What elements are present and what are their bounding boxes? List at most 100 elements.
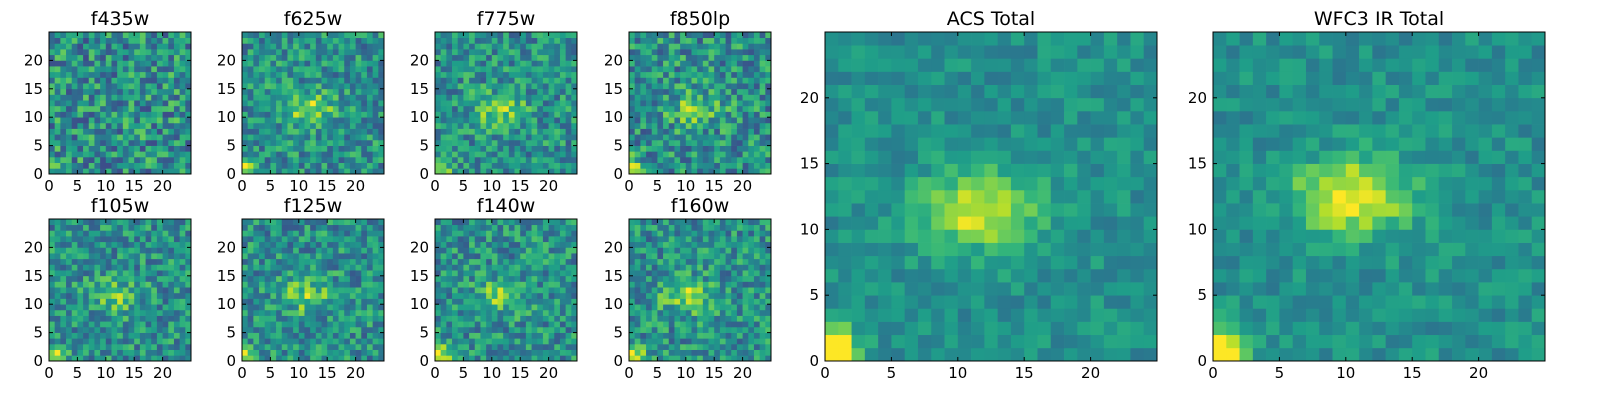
- heatmap-cell: [725, 326, 732, 333]
- heatmap-cell: [491, 326, 498, 333]
- heatmap-cell: [463, 49, 470, 56]
- heatmap-cell: [156, 43, 163, 50]
- heatmap-cell: [640, 32, 647, 39]
- heatmap-cell: [725, 60, 732, 67]
- heatmap-cell: [151, 281, 158, 288]
- heatmap-cell: [372, 139, 379, 146]
- heatmap-cell: [332, 253, 339, 260]
- heatmap-cell: [77, 60, 84, 67]
- heatmap-cell: [491, 66, 498, 73]
- heatmap-cell: [60, 60, 67, 67]
- heatmap-cell: [128, 134, 135, 141]
- heatmap-cell: [440, 338, 447, 345]
- heatmap-cell: [77, 128, 84, 135]
- heatmap-cell: [361, 281, 368, 288]
- heatmap-cell: [514, 134, 521, 141]
- heatmap-cell: [66, 122, 73, 129]
- heatmap-cell: [702, 292, 709, 299]
- heatmap-cell: [117, 168, 124, 175]
- heatmap-cell: [759, 105, 766, 112]
- heatmap-cell: [49, 343, 56, 350]
- heatmap-cell: [525, 156, 532, 163]
- heatmap-cell: [100, 111, 107, 118]
- heatmap-cell: [457, 258, 464, 265]
- heatmap-cell: [327, 219, 334, 226]
- heatmap-cell: [168, 105, 175, 112]
- heatmap-cell: [349, 60, 356, 67]
- heatmap-cell: [304, 49, 311, 56]
- heatmap-cell: [474, 253, 481, 260]
- heatmap-cell: [60, 258, 67, 265]
- heatmap-cell: [298, 49, 305, 56]
- heatmap-cell: [372, 230, 379, 237]
- heatmap-cell: [457, 156, 464, 163]
- heatmap-cell: [719, 49, 726, 56]
- heatmap-cell: [134, 241, 141, 248]
- heatmap-cell: [463, 343, 470, 350]
- heatmap-cell: [162, 32, 169, 39]
- heatmap-cell: [640, 326, 647, 333]
- heatmap-cell: [674, 100, 681, 107]
- heatmap-cell: [714, 292, 721, 299]
- heatmap-cell: [634, 270, 641, 277]
- heatmap-cell: [179, 100, 186, 107]
- heatmap-cell: [71, 156, 78, 163]
- heatmap-cell: [344, 270, 351, 277]
- heatmap-cell: [134, 60, 141, 67]
- heatmap-cell: [94, 281, 101, 288]
- heatmap-cell: [525, 253, 532, 260]
- heatmap-cell: [185, 309, 192, 316]
- heatmap-cell: [94, 32, 101, 39]
- heatmap-cell: [714, 275, 721, 282]
- heatmap-cell: [651, 139, 658, 146]
- heatmap-cell: [491, 287, 498, 294]
- heatmap-cell: [525, 292, 532, 299]
- heatmap-cell: [259, 71, 266, 78]
- heatmap-cell: [156, 32, 163, 39]
- heatmap-cell: [111, 156, 118, 163]
- heatmap-cell: [378, 264, 385, 271]
- heatmap-cell: [321, 309, 328, 316]
- heatmap-cell: [765, 139, 772, 146]
- heatmap-cell: [554, 139, 561, 146]
- heatmap-cell: [571, 236, 578, 243]
- heatmap-cell: [702, 77, 709, 84]
- heatmap-cell: [134, 145, 141, 152]
- heatmap-cell: [287, 219, 294, 226]
- heatmap-cell: [179, 156, 186, 163]
- heatmap-cell: [151, 60, 158, 67]
- heatmap-cell: [634, 83, 641, 90]
- heatmap-cell: [657, 105, 664, 112]
- heatmap-cell: [145, 338, 152, 345]
- heatmap-cell: [486, 105, 493, 112]
- heatmap-cell: [508, 66, 515, 73]
- heatmap-cell: [702, 122, 709, 129]
- heatmap-cell: [332, 43, 339, 50]
- heatmap-cell: [685, 304, 692, 311]
- heatmap-cell: [276, 111, 283, 118]
- heatmap-cell: [714, 349, 721, 356]
- heatmap-cell: [736, 355, 743, 362]
- heatmap-cell: [162, 349, 169, 356]
- heatmap-cell: [497, 219, 504, 226]
- heatmap-cell: [332, 315, 339, 322]
- heatmap-cell: [139, 156, 146, 163]
- heatmap-cell: [372, 247, 379, 254]
- heatmap-cell: [100, 77, 107, 84]
- heatmap-cell: [725, 304, 732, 311]
- heatmap-cell: [276, 122, 283, 129]
- heatmap-cell: [122, 83, 129, 90]
- heatmap-cell: [514, 71, 521, 78]
- heatmap-cell: [520, 236, 527, 243]
- heatmap-cell: [270, 151, 277, 158]
- heatmap-cell: [88, 43, 95, 50]
- heatmap-cell: [128, 49, 135, 56]
- heatmap-cell: [66, 111, 73, 118]
- heatmap-cell: [259, 168, 266, 175]
- heatmap-cell: [457, 309, 464, 316]
- heatmap-cell: [531, 304, 538, 311]
- heatmap-cell: [452, 151, 459, 158]
- heatmap-cell: [378, 287, 385, 294]
- heatmap-cell: [54, 332, 61, 339]
- heatmap-cell: [173, 309, 180, 316]
